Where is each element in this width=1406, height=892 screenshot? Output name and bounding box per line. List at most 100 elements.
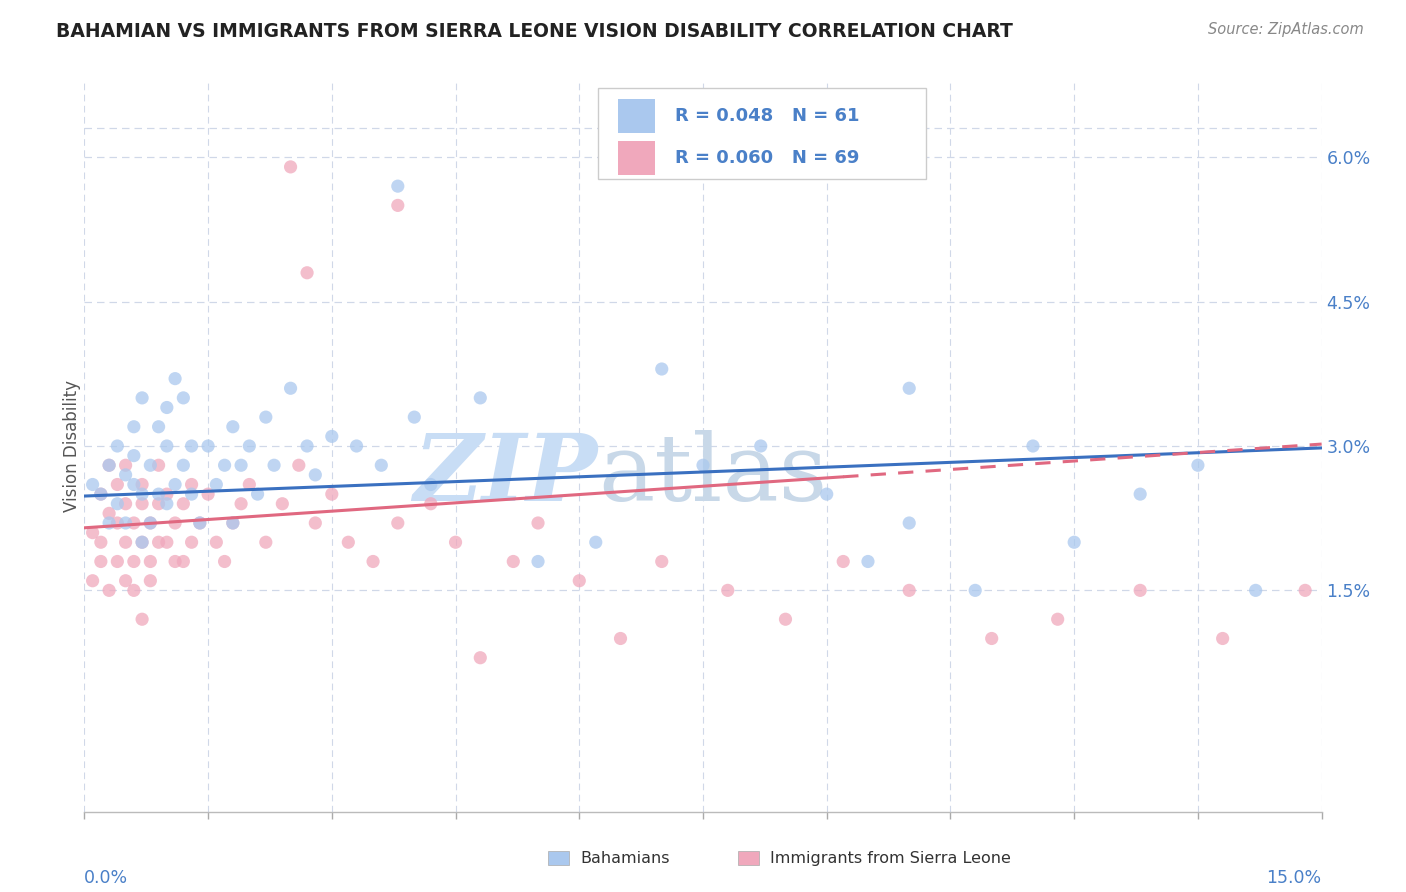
Point: [139, 516, 162, 530]
Point: [387, 179, 409, 194]
Point: [1187, 458, 1209, 473]
Point: [980, 632, 1002, 646]
Point: [90, 535, 112, 549]
Text: Immigrants from Sierra Leone: Immigrants from Sierra Leone: [770, 851, 1011, 865]
Point: [114, 516, 136, 530]
Point: [214, 458, 236, 473]
Point: [156, 535, 179, 549]
Point: [238, 477, 260, 491]
Point: [254, 535, 277, 549]
Point: [165, 371, 187, 385]
Point: [105, 439, 128, 453]
Point: [122, 449, 145, 463]
Point: [387, 516, 409, 530]
Point: [156, 401, 179, 415]
Point: [1129, 583, 1152, 598]
Point: [180, 487, 202, 501]
Point: [131, 535, 153, 549]
Point: [114, 574, 136, 588]
Point: [304, 516, 326, 530]
Point: [98, 458, 121, 473]
Point: [295, 439, 318, 453]
Point: [527, 554, 550, 568]
Point: [775, 612, 797, 626]
Text: 15.0%: 15.0%: [1267, 870, 1322, 888]
Point: [148, 419, 170, 434]
Point: [898, 583, 921, 598]
Point: [180, 477, 202, 491]
Point: [131, 497, 153, 511]
Point: [692, 458, 714, 473]
Point: [105, 477, 128, 491]
Point: [98, 583, 121, 598]
Point: [122, 477, 145, 491]
Point: [1212, 632, 1234, 646]
Point: [470, 391, 492, 405]
Point: [188, 516, 211, 530]
Point: [214, 554, 236, 568]
Text: Vision Disability: Vision Disability: [63, 380, 82, 512]
Point: [156, 487, 179, 501]
Point: [470, 650, 492, 665]
Point: [502, 554, 524, 568]
Point: [114, 497, 136, 511]
Point: [295, 266, 318, 280]
Point: [82, 574, 104, 588]
Point: [1294, 583, 1316, 598]
Text: BAHAMIAN VS IMMIGRANTS FROM SIERRA LEONE VISION DISABILITY CORRELATION CHART: BAHAMIAN VS IMMIGRANTS FROM SIERRA LEONE…: [56, 22, 1014, 41]
Point: [139, 574, 162, 588]
Point: [222, 419, 245, 434]
Point: [105, 497, 128, 511]
Point: [898, 381, 921, 395]
Text: R = 0.060   N = 69: R = 0.060 N = 69: [675, 149, 859, 167]
Text: Bahamians: Bahamians: [581, 851, 671, 865]
Point: [419, 497, 441, 511]
Point: [197, 439, 219, 453]
Point: [280, 381, 302, 395]
Point: [148, 535, 170, 549]
Point: [105, 516, 128, 530]
Point: [1244, 583, 1267, 598]
Point: [82, 477, 104, 491]
Point: [749, 439, 772, 453]
Point: [139, 458, 162, 473]
Point: [156, 439, 179, 453]
Point: [585, 535, 607, 549]
Point: [404, 410, 426, 425]
Point: [131, 487, 153, 501]
Point: [82, 525, 104, 540]
Point: [271, 497, 294, 511]
Point: [90, 554, 112, 568]
Point: [651, 554, 673, 568]
Point: [165, 554, 187, 568]
Point: [114, 458, 136, 473]
Point: [815, 487, 838, 501]
Point: [122, 419, 145, 434]
Point: [1129, 487, 1152, 501]
Point: [370, 458, 392, 473]
Point: [165, 477, 187, 491]
Point: [898, 516, 921, 530]
Text: ZIP: ZIP: [413, 430, 598, 520]
Point: [321, 487, 343, 501]
Point: [263, 458, 285, 473]
Text: R = 0.048   N = 61: R = 0.048 N = 61: [675, 107, 859, 125]
Point: [122, 516, 145, 530]
Point: [246, 487, 269, 501]
Point: [114, 467, 136, 482]
Point: [288, 458, 311, 473]
Point: [254, 410, 277, 425]
Text: 0.0%: 0.0%: [84, 870, 128, 888]
Point: [172, 497, 194, 511]
Point: [131, 391, 153, 405]
Point: [131, 535, 153, 549]
Text: Source: ZipAtlas.com: Source: ZipAtlas.com: [1208, 22, 1364, 37]
Point: [122, 554, 145, 568]
Point: [337, 535, 360, 549]
Point: [165, 516, 187, 530]
Point: [172, 554, 194, 568]
Point: [222, 516, 245, 530]
Point: [205, 477, 228, 491]
Point: [131, 612, 153, 626]
Point: [148, 487, 170, 501]
